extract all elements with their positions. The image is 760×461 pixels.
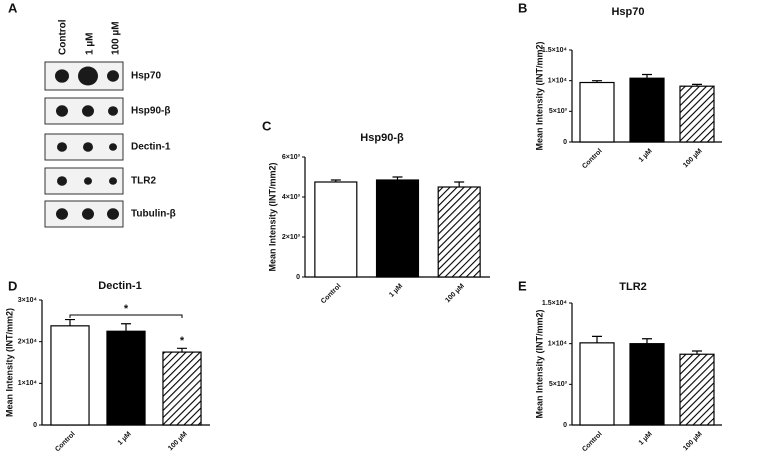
bar <box>375 179 420 278</box>
x-tick-label: 1 µM <box>638 148 654 164</box>
y-axis-label: Mean Intensity (INT/mm2) <box>534 309 544 418</box>
x-tick-label: Control <box>581 148 604 171</box>
y-tick-label: 1.5×10⁴ <box>542 47 568 54</box>
condition-label: Control <box>58 19 69 55</box>
significance-bracket <box>69 314 183 318</box>
x-tick-label: 1 µM <box>638 431 654 447</box>
error-bar <box>177 347 187 353</box>
chart-title: Dectin-1 <box>98 280 141 292</box>
bar <box>437 186 481 278</box>
y-tick-label: 0 <box>33 422 37 429</box>
bar <box>50 325 90 426</box>
y-axis-label: Mean Intensity (INT/mm2) <box>534 41 544 150</box>
dot-blot: A Control 1 µM 100 µM <box>8 0 122 55</box>
protein-label: Tubulin-β <box>131 209 176 220</box>
y-tick-label: 4×10³ <box>282 194 301 201</box>
bar <box>314 181 358 278</box>
y-tick-label: 1×10⁴ <box>548 78 568 85</box>
chart-title: Hsp90-β <box>360 132 404 144</box>
bar <box>579 342 615 426</box>
panel-label: E <box>518 278 527 293</box>
x-tick-label: 1 µM <box>117 431 133 447</box>
bar <box>162 351 202 426</box>
x-tick-label: 100 µM <box>682 431 704 453</box>
y-tick-label: 0 <box>563 139 567 146</box>
error-bar <box>642 338 652 344</box>
bar <box>629 77 665 143</box>
x-tick-label: 100 µM <box>682 148 704 170</box>
x-tick-label: 1 µM <box>388 283 404 299</box>
x-tick-label: Control <box>54 431 77 454</box>
error-bar <box>392 176 403 180</box>
protein-label: Hsp90-β <box>131 106 170 117</box>
error-bar <box>330 179 341 182</box>
blot-dot <box>57 142 67 152</box>
error-bar <box>692 83 702 87</box>
error-bar <box>592 80 602 83</box>
y-tick-label: 1.5×10⁴ <box>542 300 568 307</box>
chart-title: TLR2 <box>619 281 647 293</box>
annotation: * <box>180 335 185 347</box>
x-tick-label: Control <box>581 431 604 454</box>
blot-dot <box>107 70 119 82</box>
panel-label: C <box>262 118 272 133</box>
bar <box>679 353 715 426</box>
y-tick-label: 5×10³ <box>549 381 568 388</box>
x-tick-label: Control <box>320 283 343 306</box>
y-tick-label: 2×10⁴ <box>18 339 38 346</box>
error-bar <box>642 73 652 79</box>
blot-dot <box>109 177 117 185</box>
blot-dot <box>107 208 119 220</box>
blot-dot <box>108 106 118 116</box>
bar <box>579 81 615 143</box>
protein-label: Hsp70 <box>131 71 161 82</box>
protein-label: TLR2 <box>131 176 156 187</box>
bar <box>106 330 146 426</box>
x-tick-label: 100 µM <box>167 431 189 453</box>
y-tick-label: 0 <box>296 274 300 281</box>
y-tick-label: 2×10³ <box>282 234 301 241</box>
condition-label: 1 µM <box>85 33 96 55</box>
y-tick-label: 3×10⁴ <box>18 297 38 304</box>
panel-label: D <box>8 278 17 293</box>
chart-title: Hsp70 <box>611 6 644 18</box>
y-axis-label: Mean Intensity (INT/mm2) <box>4 308 14 417</box>
panel-label: B <box>518 0 527 15</box>
error-bar <box>65 318 75 326</box>
blot-dot <box>78 66 98 86</box>
error-bar <box>454 181 465 187</box>
y-tick-label: 6×10³ <box>282 154 301 161</box>
blot-dot <box>83 142 93 152</box>
y-tick-label: 1×10⁴ <box>548 341 568 348</box>
blot-dot <box>84 177 92 185</box>
blot-dot <box>55 69 69 83</box>
y-axis-label: Mean Intensity (INT/mm2) <box>267 162 277 271</box>
bar <box>629 343 665 426</box>
error-bar <box>121 323 131 332</box>
blot-dot <box>57 176 67 186</box>
x-tick-label: 100 µM <box>444 283 466 305</box>
condition-label: 100 µM <box>111 21 122 55</box>
blot-dot <box>56 105 68 117</box>
y-tick-label: 1×10⁴ <box>18 380 38 387</box>
error-bar <box>692 350 702 355</box>
blot-dot <box>109 143 117 151</box>
blot-dot <box>56 208 68 220</box>
blot-dot <box>82 208 94 220</box>
y-tick-label: 0 <box>563 422 567 429</box>
annotation: * <box>124 303 129 315</box>
y-tick-label: 5×10³ <box>549 108 568 115</box>
blot-dot <box>82 105 94 117</box>
protein-label: Dectin-1 <box>131 142 171 153</box>
error-bar <box>592 335 602 343</box>
panel-label: A <box>8 0 18 15</box>
bar <box>679 85 715 143</box>
